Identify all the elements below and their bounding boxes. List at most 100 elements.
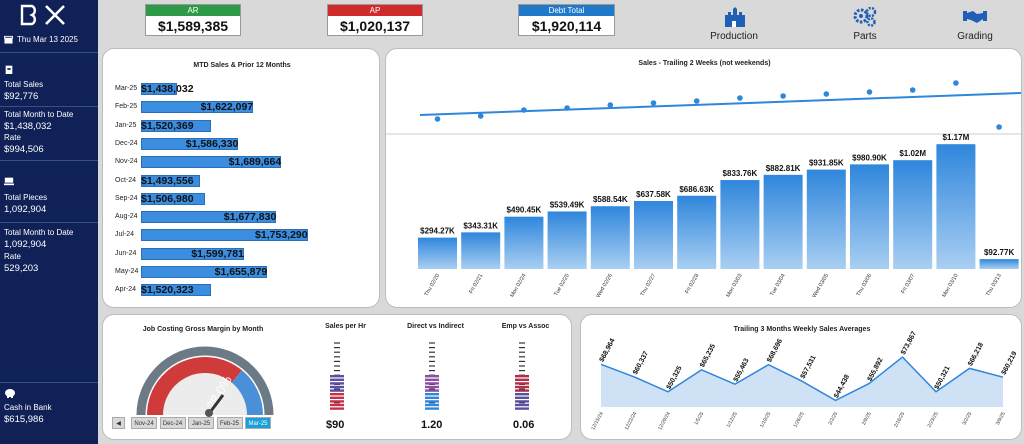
tab-prev-button[interactable]: ◀ <box>112 417 125 429</box>
mtd-row: Mar-25 $1,438,032 <box>103 82 381 96</box>
mtd-row-label: Oct-24 <box>115 176 137 184</box>
trailing-bar <box>677 195 717 269</box>
sales-hr-segment <box>330 385 344 389</box>
mtd-row-label: Jul-24 <box>115 231 135 239</box>
total-sales-label: Total Sales <box>4 80 44 89</box>
emp-segment <box>515 385 529 389</box>
emp-segment <box>515 407 529 410</box>
sales-hr-segment <box>330 400 344 403</box>
trend-point <box>521 107 527 113</box>
gauge-rim <box>136 346 274 416</box>
direct-segment <box>425 375 439 378</box>
gauge-needle <box>209 394 225 412</box>
mtd-row: Feb-25 $1,622,097 <box>103 100 381 114</box>
weekly-point-value: $60,337 <box>632 350 650 376</box>
trailing-bar-value: $686.63K <box>679 185 714 194</box>
mtd-row: Jun-24 $1,599,781 <box>103 247 381 261</box>
ar-kpi: AR $1,589,385 <box>145 4 241 36</box>
grading-label: Grading <box>957 31 993 42</box>
sales-mtd-label: Total Month to Date <box>4 110 74 119</box>
trend-line <box>419 92 1022 116</box>
sales-hr-segment <box>330 389 344 392</box>
tab-month[interactable]: Nov-24 <box>131 417 157 429</box>
weekly-x-label: 12/15/24 <box>590 411 605 431</box>
direct-segment <box>425 378 439 381</box>
mtd-row-label: Dec-24 <box>115 139 138 147</box>
total-sales-value: $92,776 <box>4 91 39 102</box>
direct-segment <box>425 407 439 410</box>
grading-button[interactable]: Grading <box>940 6 1010 42</box>
mtd-bar <box>141 229 308 242</box>
weekly-point-value: $68,696 <box>766 338 784 364</box>
trailing-x-label: Mon 03/10 <box>941 273 959 299</box>
trailing-bar-value: $931.85K <box>809 159 844 168</box>
emp-segment <box>515 403 529 407</box>
mtd-row: Dec-24 $1,586,330 <box>103 137 381 151</box>
trailing-bar-value: $588.54K <box>593 195 628 204</box>
direct-segment <box>425 396 439 399</box>
tab-month[interactable]: Dec-24 <box>159 417 186 429</box>
weekly-x-label: 1/19/25 <box>759 411 772 429</box>
trailing-bar-value: $1.17M <box>943 133 970 142</box>
gears-icon <box>853 6 877 27</box>
emp-segment <box>515 389 529 392</box>
ar-label: AR <box>146 5 240 16</box>
weekly-x-label: 2/16/25 <box>893 411 906 429</box>
trend-point <box>693 98 700 104</box>
ap-value: $1,020,137 <box>339 18 411 34</box>
direct-segment <box>425 385 439 389</box>
trend-point <box>823 91 830 97</box>
weekly-area <box>601 357 1003 407</box>
gauge-hub <box>205 409 213 417</box>
sales-hr-title: Sales per Hr <box>325 323 366 330</box>
parts-button[interactable]: Parts <box>830 6 900 42</box>
direct-segment <box>425 403 439 407</box>
trailing-x-label: Fri 03/07 <box>900 273 916 295</box>
weekly-x-label: 1/26/25 <box>793 411 806 429</box>
cash-label: Cash in Bank <box>4 403 52 412</box>
trailing-x-label: Thu 02/27 <box>640 273 658 297</box>
mtd-bar <box>141 284 211 297</box>
trend-point <box>780 93 786 99</box>
parts-label: Parts <box>853 31 877 42</box>
bx-logo <box>20 4 65 26</box>
mtd-bar-value: $1,753,290 <box>255 229 308 242</box>
mtd-bar <box>141 192 206 205</box>
mtd-row-label: Aug-24 <box>115 213 138 221</box>
mtd-row-label: Mar-25 <box>115 85 138 92</box>
ar-value: $1,589,385 <box>157 18 229 34</box>
trailing-x-label: Wed 03/05 <box>812 273 830 299</box>
pieces-mtd-label: Total Month to Date <box>4 228 74 237</box>
emp-title: Emp vs Assoc <box>501 323 550 330</box>
trailing-x-label: Tue 02/25 <box>553 273 570 297</box>
trend-point <box>607 102 614 108</box>
emp-segment <box>515 382 529 385</box>
sales-hr-value: $90 <box>326 419 345 431</box>
direct-value: 1.20 <box>421 419 443 431</box>
trailing-bar-value: $490.45K <box>507 206 542 215</box>
mtd-bar-value: $1,493,556 <box>141 174 194 187</box>
trailing-bar-value: $92.77K <box>984 248 1014 257</box>
weekly-point-value: $73,867 <box>900 330 918 356</box>
sales-hr-segment <box>330 378 344 381</box>
mtd-row-label: Sep-24 <box>115 194 138 202</box>
ap-label: AP <box>328 5 422 16</box>
production-label: Production <box>710 31 758 42</box>
mtd-bar-value: $1,599,781 <box>191 247 244 260</box>
weekly-x-label: 3/2/25 <box>961 411 973 426</box>
tab-month[interactable]: Feb-25 <box>216 417 243 429</box>
mtd-row-label: Nov-24 <box>115 158 138 166</box>
production-button[interactable]: Production <box>699 6 769 42</box>
date-text: Thu Mar 13 2025 <box>17 35 78 44</box>
trailing-x-label: Tue 03/04 <box>769 273 786 297</box>
weekly-x-label: 12/29/24 <box>657 411 672 431</box>
trailing-x-label: Mon 03/03 <box>725 273 743 299</box>
mtd-row: Oct-24 $1,493,556 <box>103 174 381 188</box>
weekly-x-label: 2/23/25 <box>927 411 940 429</box>
pieces-rate-value: 529,203 <box>4 263 39 274</box>
emp-segment <box>515 378 529 381</box>
trailing-bar-value: $833.76K <box>723 169 758 178</box>
tab-month[interactable]: Mar-25 <box>245 417 271 429</box>
tab-month[interactable]: Jan-25 <box>188 417 214 429</box>
trailing-bar-value: $882.81K <box>766 164 801 173</box>
